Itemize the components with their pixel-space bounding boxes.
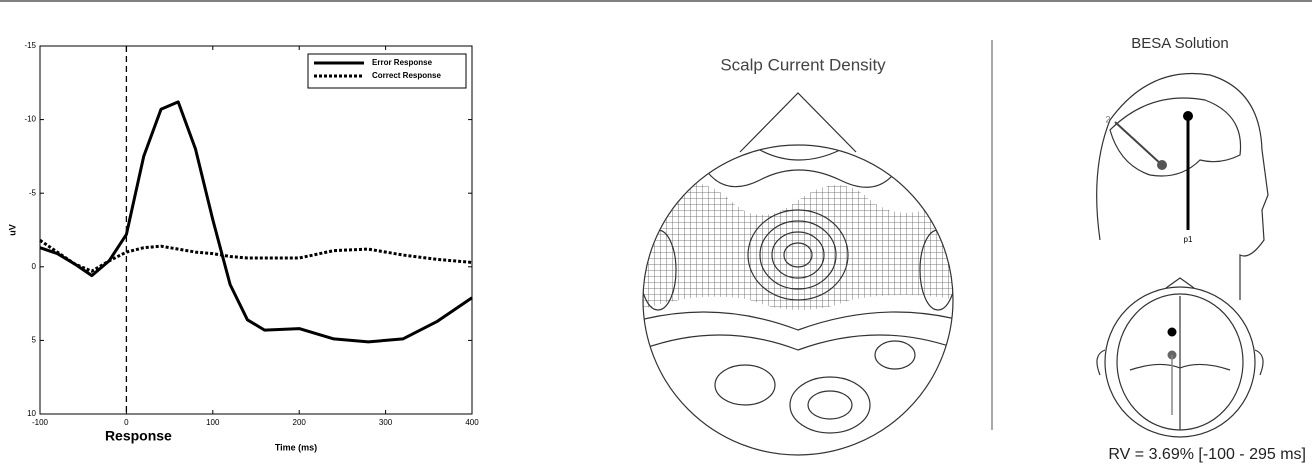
y-tick-label: -15: [24, 41, 36, 50]
series-line: [40, 102, 472, 342]
plot-frame: [40, 46, 472, 414]
rv-label: RV = 3.69% [-100 - 295 ms]: [1108, 446, 1306, 463]
x-tick-label: 400: [465, 418, 479, 427]
x-tick-label: -100: [32, 418, 49, 427]
legend-label: Correct Response: [372, 71, 441, 80]
x-tick-label: 0: [124, 418, 129, 427]
y-tick-label: 0: [32, 262, 37, 271]
legend-label: Error Response: [372, 58, 433, 67]
x-tick-label: 300: [379, 418, 393, 427]
x-tick-label: 100: [206, 418, 220, 427]
annotation: Response: [105, 428, 172, 444]
side-head: [1097, 73, 1268, 300]
x-axis-label: Time (ms): [275, 442, 317, 452]
dipole-label: 2: [1105, 114, 1110, 124]
dipole-1-top: [1168, 328, 1177, 337]
besa-title: BESA Solution: [1131, 35, 1229, 52]
hatched-region: [640, 182, 960, 310]
y-axis-label: uV: [7, 224, 17, 236]
brain-side: [1110, 98, 1241, 176]
dipole-label: p1: [1184, 235, 1193, 244]
dipole-2: [1115, 122, 1162, 165]
nose: [740, 93, 856, 152]
figure: Scalp Current Density B: [0, 0, 1312, 467]
scalp-title: Scalp Current Density: [720, 55, 886, 74]
series-line: [40, 240, 472, 271]
y-tick-label: -5: [29, 188, 37, 197]
besa-solution: BESA Solution p1 2 RV = 3.69% [-100 - 29…: [1097, 35, 1306, 463]
x-tick-label: 200: [293, 418, 307, 427]
y-tick-label: 10: [27, 409, 36, 418]
scalp-map: Scalp Current Density: [640, 40, 992, 455]
y-tick-label: -10: [24, 115, 36, 124]
dipole-2-dot: [1157, 160, 1167, 170]
y-tick-label: 5: [32, 336, 37, 345]
dipole-1-dot: [1183, 111, 1193, 121]
